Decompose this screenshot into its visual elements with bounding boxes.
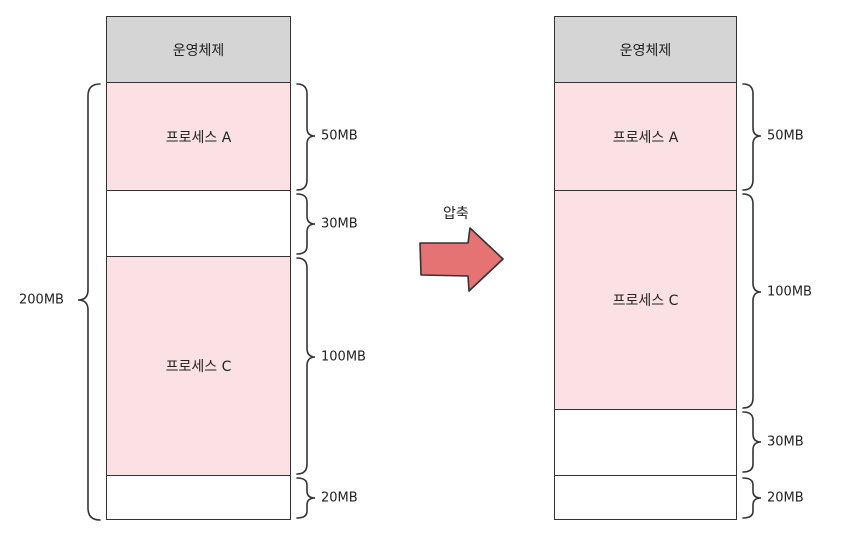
left-free-block-2 [106, 476, 291, 520]
right-size-c: 100MB [767, 284, 812, 300]
brace-left-c [296, 257, 316, 475]
left-free-block-1 [106, 191, 291, 257]
left-process-c-label: 프로세스 C [165, 359, 232, 375]
left-total-size: 200MB [19, 292, 64, 308]
brace-left-a [296, 83, 316, 191]
right-size-hole2: 20MB [767, 490, 804, 506]
left-process-c-block: 프로세스 C [106, 257, 291, 476]
right-size-hole1: 30MB [767, 434, 804, 450]
brace-right-hole2 [742, 477, 762, 519]
right-process-a-label: 프로세스 A [612, 129, 679, 146]
right-os-label: 운영체제 [619, 42, 672, 59]
brace-left-hole1 [296, 193, 316, 255]
compress-label: 압축 [443, 206, 469, 222]
brace-left-hole2 [296, 477, 316, 519]
brace-right-hole1 [742, 411, 762, 473]
brace-right-c [742, 193, 762, 409]
right-os-block: 운영체제 [554, 16, 737, 83]
left-process-a-block: 프로세스 A [106, 83, 291, 191]
left-size-hole1: 30MB [321, 216, 358, 232]
left-size-a: 50MB [321, 128, 358, 144]
left-size-hole2: 20MB [321, 490, 358, 506]
compress-arrow [419, 227, 504, 292]
right-process-a-block: 프로세스 A [554, 83, 737, 191]
left-process-a-label: 프로세스 A [165, 129, 232, 146]
left-os-label: 운영체제 [172, 42, 225, 59]
right-size-a: 50MB [767, 128, 804, 144]
right-process-c-label: 프로세스 C [612, 293, 679, 309]
brace-right-a [742, 83, 762, 191]
right-free-block-1 [554, 410, 737, 476]
right-process-c-block: 프로세스 C [554, 191, 737, 410]
left-os-block: 운영체제 [106, 16, 291, 83]
left-size-c: 100MB [321, 349, 366, 365]
right-free-block-2 [554, 476, 737, 520]
total-brace-left [77, 83, 101, 521]
